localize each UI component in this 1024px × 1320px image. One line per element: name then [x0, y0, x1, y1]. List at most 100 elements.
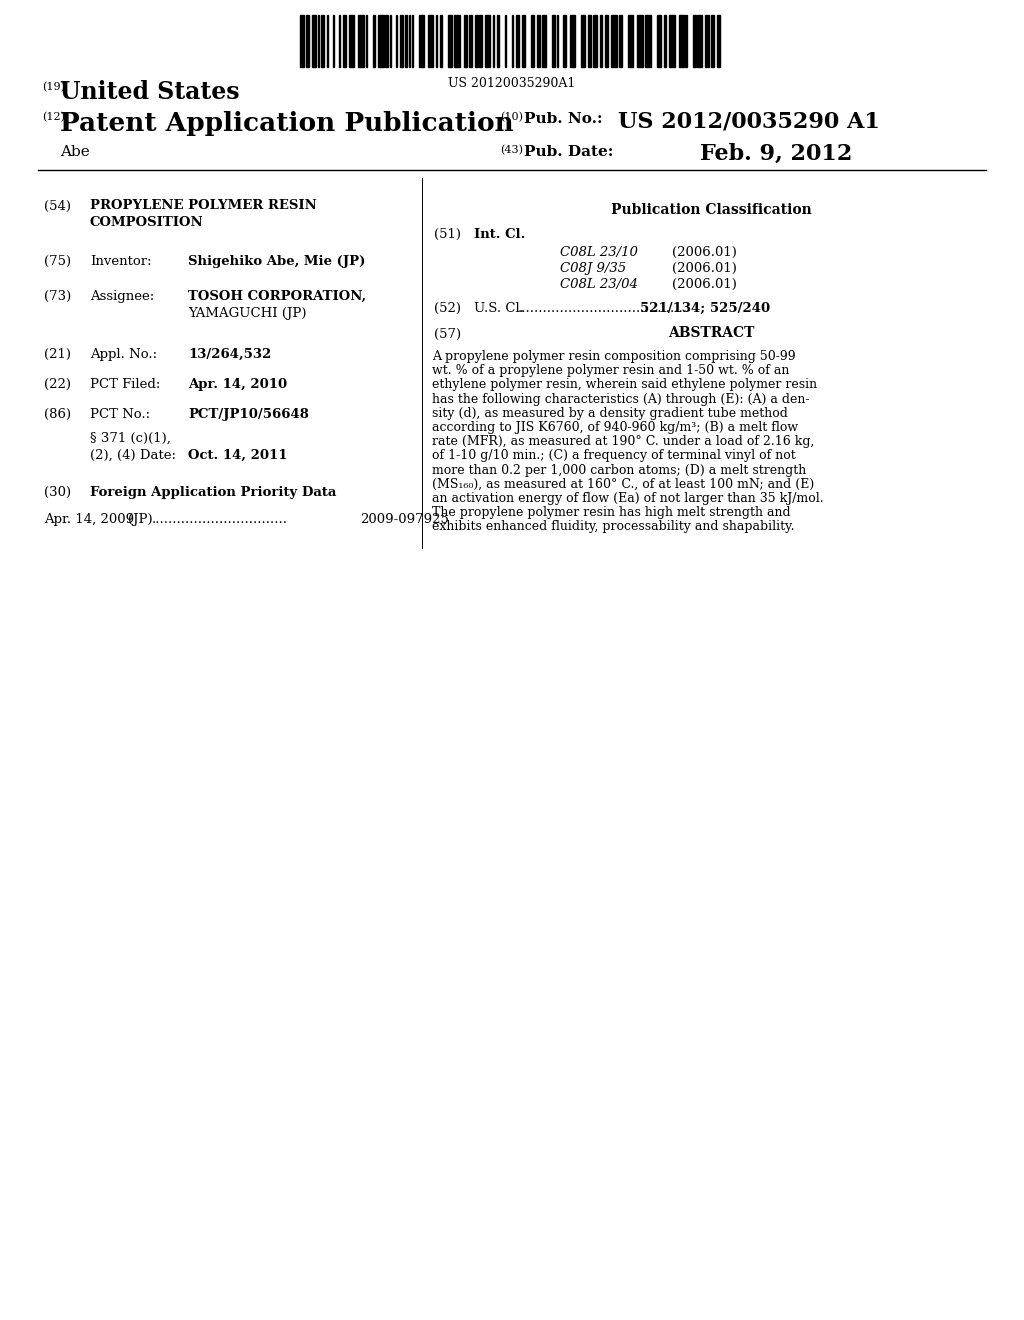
Bar	[339, 15, 340, 67]
Bar	[385, 15, 388, 67]
Text: ........................................: ........................................	[518, 302, 688, 315]
Text: (86): (86)	[44, 408, 71, 421]
Text: C08J 9/35: C08J 9/35	[560, 261, 626, 275]
Text: PROPYLENE POLYMER RESIN: PROPYLENE POLYMER RESIN	[90, 199, 316, 213]
Bar	[358, 15, 365, 67]
Text: The propylene polymer resin has high melt strength and: The propylene polymer resin has high mel…	[432, 506, 791, 519]
Text: Appl. No.:: Appl. No.:	[90, 348, 157, 360]
Bar	[581, 15, 585, 67]
Text: according to JIS K6760, of 940-960 kg/m³; (B) a melt flow: according to JIS K6760, of 940-960 kg/m³…	[432, 421, 798, 434]
Text: (12): (12)	[42, 112, 65, 123]
Bar	[464, 15, 467, 67]
Bar	[366, 15, 368, 67]
Bar	[538, 15, 541, 67]
Text: U.S. Cl.: U.S. Cl.	[474, 302, 524, 315]
Bar	[327, 15, 329, 67]
Bar	[717, 15, 720, 67]
Text: (54): (54)	[44, 201, 71, 213]
Bar	[400, 15, 403, 67]
Text: Int. Cl.: Int. Cl.	[474, 228, 525, 242]
Text: of 1-10 g/10 min.; (C) a frequency of terminal vinyl of not: of 1-10 g/10 min.; (C) a frequency of te…	[432, 449, 796, 462]
Text: Patent Application Publication: Patent Application Publication	[60, 111, 514, 136]
Bar	[637, 15, 643, 67]
Text: (10): (10)	[500, 112, 523, 123]
Text: (19): (19)	[42, 82, 65, 92]
Text: Abe: Abe	[60, 145, 90, 158]
Text: Apr. 14, 2010: Apr. 14, 2010	[188, 378, 287, 391]
Bar	[321, 15, 324, 67]
Bar	[505, 15, 506, 67]
Bar	[711, 15, 714, 67]
Text: § 371 (c)(1),: § 371 (c)(1),	[90, 432, 171, 445]
Bar	[570, 15, 574, 67]
Bar	[645, 15, 651, 67]
Bar	[300, 15, 304, 67]
Bar	[373, 15, 375, 67]
Text: COMPOSITION: COMPOSITION	[90, 216, 204, 228]
Bar	[563, 15, 565, 67]
Text: Feb. 9, 2012: Feb. 9, 2012	[700, 143, 852, 165]
Bar	[588, 15, 591, 67]
Bar	[479, 15, 482, 67]
Text: exhibits enhanced fluidity, processability and shapability.: exhibits enhanced fluidity, processabili…	[432, 520, 795, 533]
Bar	[705, 15, 709, 67]
Text: (73): (73)	[44, 290, 72, 304]
Text: ................................: ................................	[152, 513, 288, 525]
Bar	[378, 15, 384, 67]
Bar	[404, 15, 408, 67]
Text: Publication Classification: Publication Classification	[610, 203, 811, 216]
Text: wt. % of a propylene polymer resin and 1-50 wt. % of an: wt. % of a propylene polymer resin and 1…	[432, 364, 790, 378]
Text: (2), (4) Date:: (2), (4) Date:	[90, 449, 176, 462]
Text: PCT Filed:: PCT Filed:	[90, 378, 161, 391]
Bar	[312, 15, 316, 67]
Bar	[629, 15, 633, 67]
Bar	[409, 15, 411, 67]
Bar	[685, 15, 687, 67]
Bar	[389, 15, 391, 67]
Bar	[610, 15, 616, 67]
Text: Apr. 14, 2009: Apr. 14, 2009	[44, 513, 134, 525]
Bar	[497, 15, 499, 67]
Bar	[522, 15, 525, 67]
Text: (51): (51)	[434, 228, 461, 242]
Bar	[447, 15, 453, 67]
Bar	[420, 15, 424, 67]
Bar	[692, 15, 695, 67]
Text: Inventor:: Inventor:	[90, 255, 152, 268]
Bar	[395, 15, 397, 67]
Text: Shigehiko Abe, Mie (JP): Shigehiko Abe, Mie (JP)	[188, 255, 366, 268]
Text: (30): (30)	[44, 486, 71, 499]
Text: PCT No.:: PCT No.:	[90, 408, 151, 421]
Text: (21): (21)	[44, 348, 71, 360]
Text: 521/134; 525/240: 521/134; 525/240	[640, 302, 770, 315]
Bar	[552, 15, 555, 67]
Bar	[412, 15, 414, 67]
Bar	[697, 15, 701, 67]
Bar	[669, 15, 675, 67]
Text: an activation energy of flow (Ea) of not larger than 35 kJ/mol.: an activation energy of flow (Ea) of not…	[432, 492, 823, 506]
Text: (JP): (JP)	[128, 513, 153, 525]
Text: (57): (57)	[434, 327, 461, 341]
Text: rate (MFR), as measured at 190° C. under a load of 2.16 kg,: rate (MFR), as measured at 190° C. under…	[432, 436, 814, 449]
Bar	[440, 15, 441, 67]
Text: Pub. Date:: Pub. Date:	[524, 145, 613, 158]
Text: more than 0.2 per 1,000 carbon atoms; (D) a melt strength: more than 0.2 per 1,000 carbon atoms; (D…	[432, 463, 806, 477]
Bar	[665, 15, 666, 67]
Bar	[493, 15, 495, 67]
Text: (2006.01): (2006.01)	[672, 261, 737, 275]
Text: sity (d), as measured by a density gradient tube method: sity (d), as measured by a density gradi…	[432, 407, 787, 420]
Text: (43): (43)	[500, 145, 523, 156]
Bar	[428, 15, 433, 67]
Text: US 20120035290A1: US 20120035290A1	[449, 77, 575, 90]
Text: United States: United States	[60, 81, 240, 104]
Bar	[454, 15, 460, 67]
Bar	[679, 15, 684, 67]
Bar	[343, 15, 346, 67]
Text: has the following characteristics (A) through (E): (A) a den-: has the following characteristics (A) th…	[432, 392, 810, 405]
Bar	[485, 15, 489, 67]
Bar	[542, 15, 547, 67]
Text: (2006.01): (2006.01)	[672, 246, 737, 259]
Text: (52): (52)	[434, 302, 461, 315]
Bar	[620, 15, 623, 67]
Bar	[531, 15, 535, 67]
